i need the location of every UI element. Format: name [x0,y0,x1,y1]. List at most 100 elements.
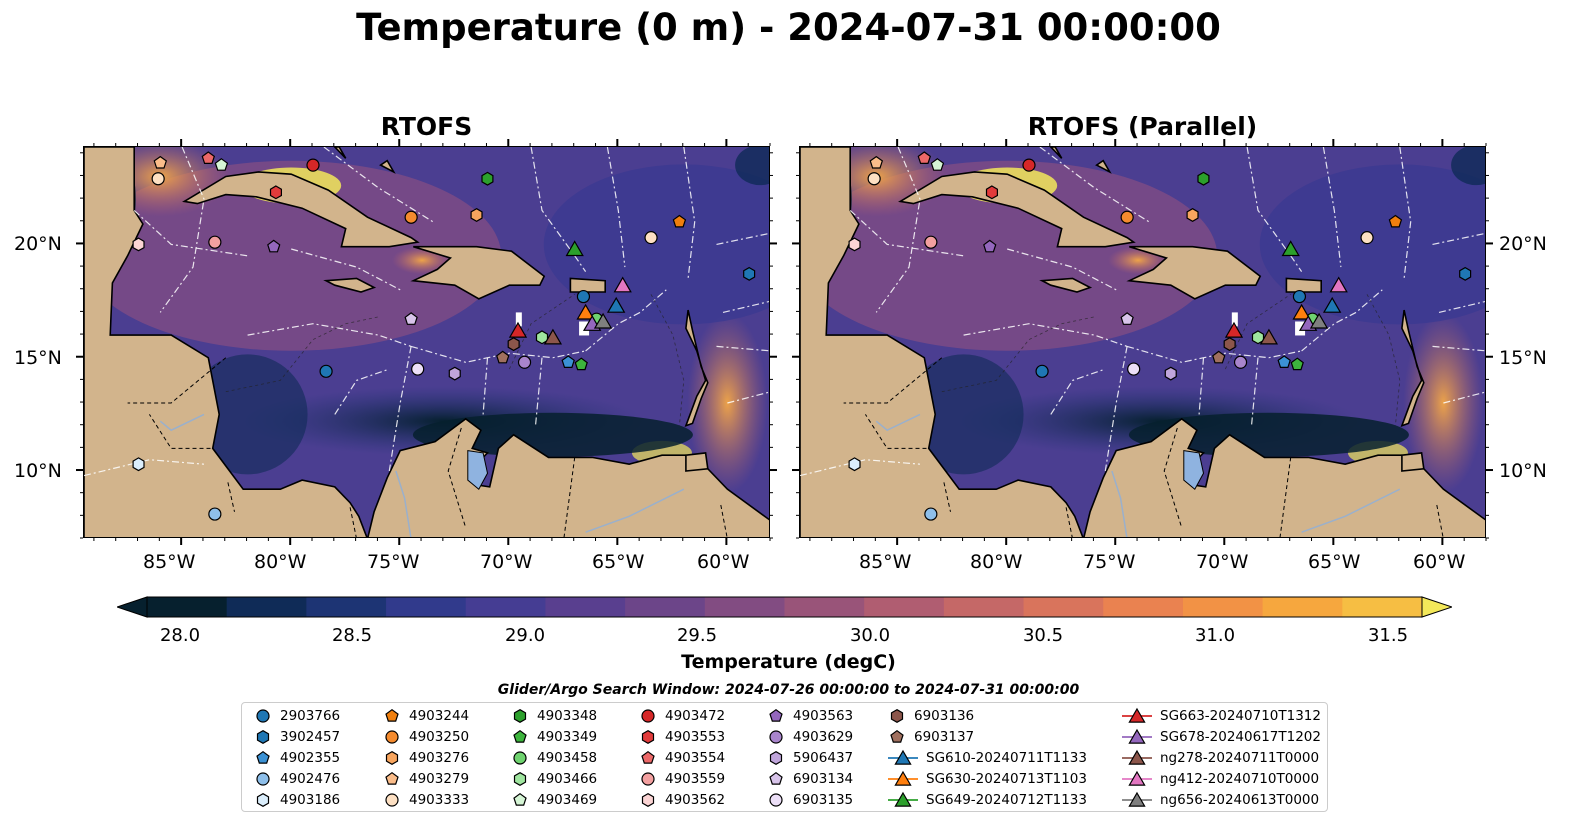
legend-marker [385,751,399,765]
legend-label: 4903349 [537,729,598,745]
colorbar-segment [226,597,307,617]
country-border [1065,507,1073,537]
colorbar-tick-label: 28.5 [331,625,373,646]
sst-warm-spot [1403,313,1484,494]
argo-float-marker [574,357,588,371]
legend-label: SG630-20240713T1103 [926,771,1087,787]
colorbar-extend-high [1421,596,1452,618]
legend-label: 4903466 [537,771,598,787]
pentagon-marker-icon [890,729,904,743]
argo-float-marker [1292,289,1307,304]
argo-float-marker [924,507,938,521]
lon-tick-label: 65°W [592,551,645,573]
triangle-marker-icon [888,791,918,807]
eez-boundary [716,232,769,245]
legend-item: 4903559 [639,769,725,789]
masked-area [515,312,522,327]
hexagon-marker-icon [256,793,270,807]
panel-title-rtofs-parallel: RTOFS (Parallel) [1027,112,1258,141]
legend-item: 3902457 [254,727,340,747]
legend-label: 5906437 [793,750,854,766]
argo-float-marker [507,337,520,352]
eez-boundary [410,345,586,363]
legend-marker [890,729,904,743]
legend-label: SG663-20240710T1312 [1160,708,1321,724]
legend-label: 2903766 [280,708,341,724]
eez-boundary [849,209,964,257]
colorbar-segment [386,597,467,617]
argo-float-marker [672,214,687,228]
colorbar-tick-label: 29.5 [676,625,718,646]
lat-tick-label: 10°N [14,460,62,482]
legend-label: ng656-20240613T0000 [1160,792,1320,808]
triangle-marker-icon [1122,791,1152,807]
argo-float-marker [644,231,658,245]
eez-boundary [1246,147,1303,272]
legend-label: 4903333 [409,792,470,808]
eez-boundary [1050,368,1106,415]
land-cuba [898,171,1136,248]
colorbar-segment [1023,597,1104,617]
legend-marker [513,729,527,743]
search-window-note: Glider/Argo Search Window: 2024-07-26 00… [497,682,1080,698]
argo-float-marker [496,350,510,364]
legend-marker [256,730,270,744]
argo-float-marker [985,185,998,200]
argo-float-marker [404,210,418,224]
map-canvas [84,147,769,537]
legend-label: 4903279 [409,771,470,787]
land-lesser [1400,309,1425,428]
legend-label: 4903458 [537,750,598,766]
legend: 2903766 3902457 4902355 4902476 4903186 49032… [241,702,1328,812]
glider-marker [1259,328,1279,345]
argo-float-marker [869,155,884,169]
argo-float-marker [470,208,483,222]
eez-boundary [1126,345,1302,363]
legend-item: 4903250 [383,727,469,747]
argo-float-marker [1164,366,1177,381]
legend-marker [256,709,270,723]
glider-marker [593,312,613,329]
legend-label: 4903554 [665,750,726,766]
legend-item: SG649-20240712T1133 [888,790,1087,810]
legend-label: 4903186 [280,792,341,808]
argo-float-marker [1127,362,1141,376]
legend-item: ng278-20240711T0000 [1122,748,1319,768]
pentagon-marker-icon [641,750,655,764]
colorbar-title: Temperature (degC) [681,651,896,673]
lon-tick-label: 75°W [1083,551,1136,573]
land-jamaica [323,277,377,293]
map-panel-rtofs[interactable] [83,146,770,538]
argo-float-marker [319,364,333,378]
legend-label: 3902457 [280,729,341,745]
legend-item: 4902476 [254,769,340,789]
main-title: Temperature (0 m) - 2024-07-31 00:00:00 [356,6,1221,49]
circle-marker-icon [385,730,399,744]
country-border [943,482,951,512]
argo-float-marker [983,239,997,253]
colorbar-tick-label: 30.0 [849,625,891,646]
eez-boundary [388,346,412,472]
eez-boundary [683,147,696,279]
land-jamaica [1039,277,1093,293]
triangle-marker-icon [888,770,918,786]
colorbar-segment [545,597,626,617]
glider-marker [1281,240,1300,257]
river [585,488,685,533]
eez-boundary [133,209,248,257]
legend-marker [641,709,655,723]
colorbar-segment [784,597,865,617]
hexagon-marker-icon [513,709,527,723]
triangle-marker-icon [1122,770,1152,786]
legend-label: 4903629 [793,729,854,745]
river [1111,470,1128,537]
masked-area [579,321,590,336]
map-panel-rtofs-parallel[interactable] [799,146,1486,538]
triangle-marker-icon [1122,749,1152,765]
legend-label: 4903244 [409,708,470,724]
legend-marker [890,709,904,723]
legend-label: 4903553 [665,729,726,745]
triangle-marker-icon [888,749,918,765]
legend-label: 4902355 [280,750,341,766]
colorbar-segment [625,597,706,617]
